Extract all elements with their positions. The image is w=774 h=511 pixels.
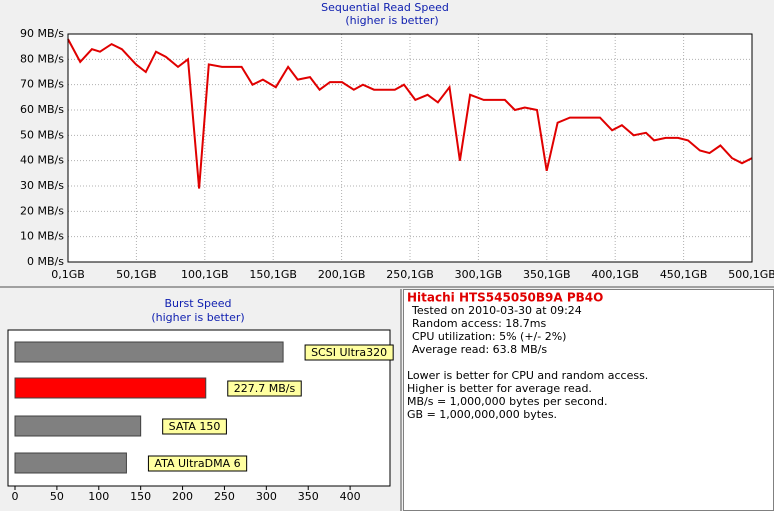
y-tick-label: 40 MB/s (20, 154, 64, 167)
x-tick-label: 250 (214, 490, 235, 503)
y-tick-label: 70 MB/s (20, 78, 64, 91)
bar-label: 227.7 MB/s (234, 382, 296, 395)
y-tick-label: 60 MB/s (20, 103, 64, 116)
bar (14, 341, 284, 363)
x-tick-label: 350,1GB (523, 268, 571, 281)
y-tick-label: 0 MB/s (27, 255, 64, 268)
burst-subtitle: (higher is better) (151, 311, 244, 324)
x-tick-label: 300,1GB (455, 268, 503, 281)
bar (14, 452, 127, 474)
x-tick-label: 450,1GB (660, 268, 708, 281)
x-tick-label: 200,1GB (318, 268, 366, 281)
x-tick-label: 350 (298, 490, 319, 503)
x-tick-label: 250,1GB (386, 268, 434, 281)
x-tick-label: 100 (88, 490, 109, 503)
info-note: Lower is better for CPU and random acces… (407, 369, 648, 382)
bar-label-box (162, 418, 227, 435)
bar-label-box (304, 344, 394, 361)
y-tick-label: 10 MB/s (20, 230, 64, 243)
x-tick-label: 150 (130, 490, 151, 503)
read-line (67, 38, 753, 189)
y-tick-label: 50 MB/s (20, 128, 64, 141)
x-tick-label: 0,1GB (51, 268, 85, 281)
info-line: Random access: 18.7ms (412, 317, 547, 330)
bar-label-box (227, 380, 302, 397)
bar-label: ATA UltraDMA 6 (154, 457, 240, 470)
info-note: MB/s = 1,000,000 bytes per second. (407, 395, 607, 408)
bar-label: SATA 150 (169, 420, 221, 433)
x-tick-label: 400 (340, 490, 361, 503)
info-line: Tested on 2010-03-30 at 09:24 (411, 304, 582, 317)
drive-name: Hitachi HTS545050B9A PB4O (407, 291, 603, 305)
x-tick-label: 200 (172, 490, 193, 503)
x-tick-label: 50 (50, 490, 64, 503)
x-tick-label: 150,1GB (249, 268, 297, 281)
info-line: Average read: 63.8 MB/s (412, 343, 547, 356)
info-line: CPU utilization: 5% (+/- 2%) (412, 330, 566, 343)
y-tick-label: 30 MB/s (20, 179, 64, 192)
x-tick-label: 300 (256, 490, 277, 503)
x-tick-label: 100,1GB (181, 268, 229, 281)
x-tick-label: 50,1GB (116, 268, 157, 281)
y-tick-label: 90 MB/s (20, 27, 64, 40)
info-panel (403, 289, 774, 511)
y-tick-label: 80 MB/s (20, 52, 64, 65)
x-tick-label: 0 (12, 490, 19, 503)
info-note: GB = 1,000,000,000 bytes. (407, 408, 557, 421)
x-tick-label: 400,1GB (591, 268, 639, 281)
bar (14, 377, 207, 399)
chart-subtitle: (higher is better) (345, 14, 438, 27)
bar-label: SCSI Ultra320 (311, 346, 387, 359)
bar (14, 415, 142, 437)
chart-title: Sequential Read Speed (321, 1, 449, 14)
burst-title: Burst Speed (164, 297, 231, 310)
x-tick-label: 500,1GB (728, 268, 774, 281)
bar-label-box (147, 455, 248, 472)
plot-frame (67, 33, 753, 263)
y-tick-label: 20 MB/s (20, 204, 64, 217)
info-note: Higher is better for average read. (407, 382, 592, 395)
